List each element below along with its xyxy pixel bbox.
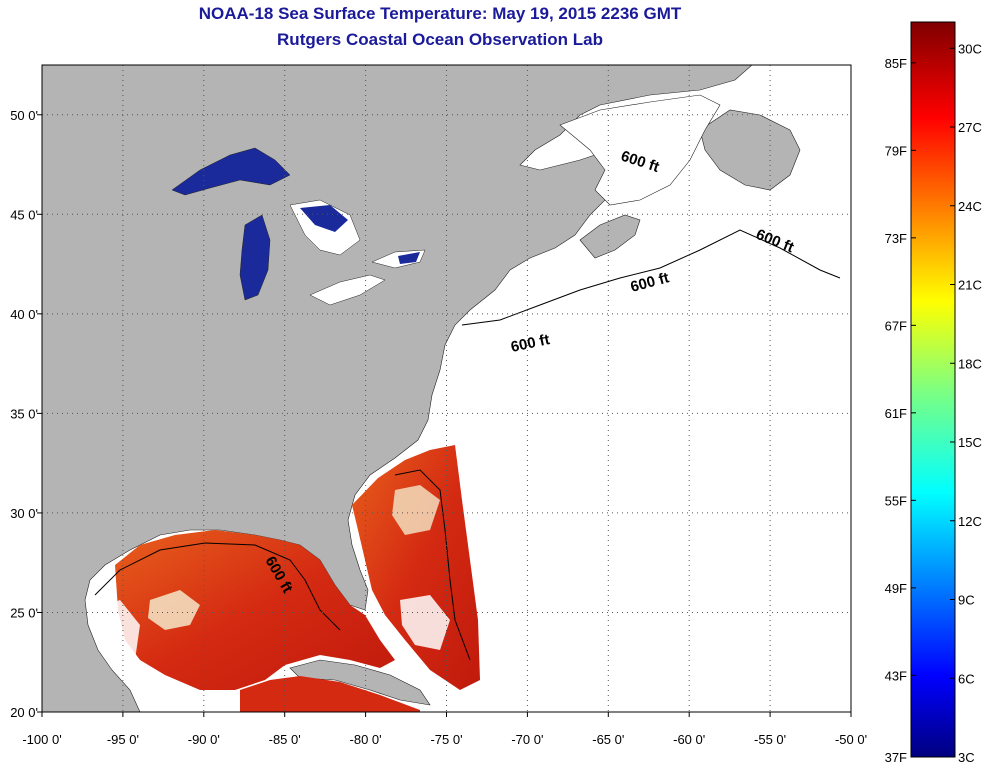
x-tick-label: -65 0' <box>592 732 624 747</box>
land-nova-scotia <box>579 214 641 259</box>
x-tick-label: -100 0' <box>22 732 61 747</box>
y-tick-label: 30 0' <box>10 506 38 521</box>
x-tick-label: -75 0' <box>430 732 462 747</box>
colorbar-c-label: 30C <box>958 41 982 56</box>
x-axis: -100 0' -95 0' -90 0' -85 0' -80 0' -75 0' -70… <box>22 712 867 747</box>
x-tick-label: -80 0' <box>350 732 382 747</box>
colorbar-c-label: 18C <box>958 356 982 371</box>
colorbar-f-label: 73F <box>885 231 907 246</box>
colorbar-f-label: 61F <box>885 406 907 421</box>
x-tick-label: -90 0' <box>188 732 220 747</box>
land-cuba <box>289 659 431 706</box>
colorbar <box>910 21 956 758</box>
colorbar-f-label: 37F <box>885 750 907 765</box>
colorbar-fahrenheit-labels: 85F 79F 73F 67F 61F 55F 49F 43F 37F <box>885 56 916 765</box>
x-tick-label: -95 0' <box>107 732 139 747</box>
land-north-america <box>42 65 753 712</box>
colorbar-c-label: 27C <box>958 120 982 135</box>
lake-superior <box>171 147 291 196</box>
colorbar-f-label: 85F <box>885 56 907 71</box>
colorbar-c-label: 3C <box>958 750 975 765</box>
colorbar-f-label: 43F <box>885 668 907 683</box>
colorbar-f-label: 55F <box>885 493 907 508</box>
x-tick-label: -85 0' <box>269 732 301 747</box>
colorbar-f-label: 79F <box>885 143 907 158</box>
y-tick-label: 45 0' <box>10 207 38 222</box>
cloud-patch <box>392 485 440 535</box>
cloud-patch <box>148 590 200 630</box>
map-frame <box>41 64 852 713</box>
colorbar-c-label: 6C <box>958 671 975 686</box>
shelf-region <box>559 94 721 206</box>
lake-erie <box>309 274 386 306</box>
y-tick-label: 20 0' <box>10 705 38 720</box>
y-axis: 20 0' 25 0' 30 0' 35 0' 40 0' 45 0' 50 0' <box>10 108 42 720</box>
chart-title: NOAA-18 Sea Surface Temperature: May 19,… <box>198 4 682 23</box>
colorbar-f-label: 67F <box>885 318 907 333</box>
cloud-patch <box>400 595 450 650</box>
contour-600ft-gulf <box>94 542 341 631</box>
colorbar-celsius-labels: 30C 27C 24C 21C 18C 15C 12C 9C 6C 3C <box>950 41 982 765</box>
colorbar-c-label: 21C <box>958 278 982 293</box>
lake-ontario-cold <box>398 252 420 264</box>
y-tick-label: 25 0' <box>10 605 38 620</box>
colorbar-c-label: 12C <box>958 514 982 529</box>
sst-gulf-of-mexico <box>115 530 395 690</box>
y-tick-label: 50 0' <box>10 108 38 123</box>
colorbar-c-label: 15C <box>958 435 982 450</box>
colorbar-c-label: 24C <box>958 199 982 214</box>
y-tick-label: 40 0' <box>10 307 38 322</box>
x-tick-label: -50 0' <box>835 732 867 747</box>
lake-huron-cold <box>300 205 348 232</box>
colorbar-c-label: 9C <box>958 593 975 608</box>
cloud-patch <box>95 600 140 665</box>
sst-gulf-stream <box>352 445 480 690</box>
colorbar-f-label: 49F <box>885 581 907 596</box>
chart-subtitle: Rutgers Coastal Ocean Observation Lab <box>277 30 603 49</box>
x-tick-label: -55 0' <box>754 732 786 747</box>
x-tick-label: -70 0' <box>511 732 543 747</box>
land-newfoundland <box>699 109 801 191</box>
contour-600ft-atlantic <box>394 469 471 661</box>
y-tick-label: 35 0' <box>10 406 38 421</box>
contour-600ft-north <box>461 229 841 326</box>
lake-michigan <box>239 214 271 301</box>
x-tick-label: -60 0' <box>673 732 705 747</box>
